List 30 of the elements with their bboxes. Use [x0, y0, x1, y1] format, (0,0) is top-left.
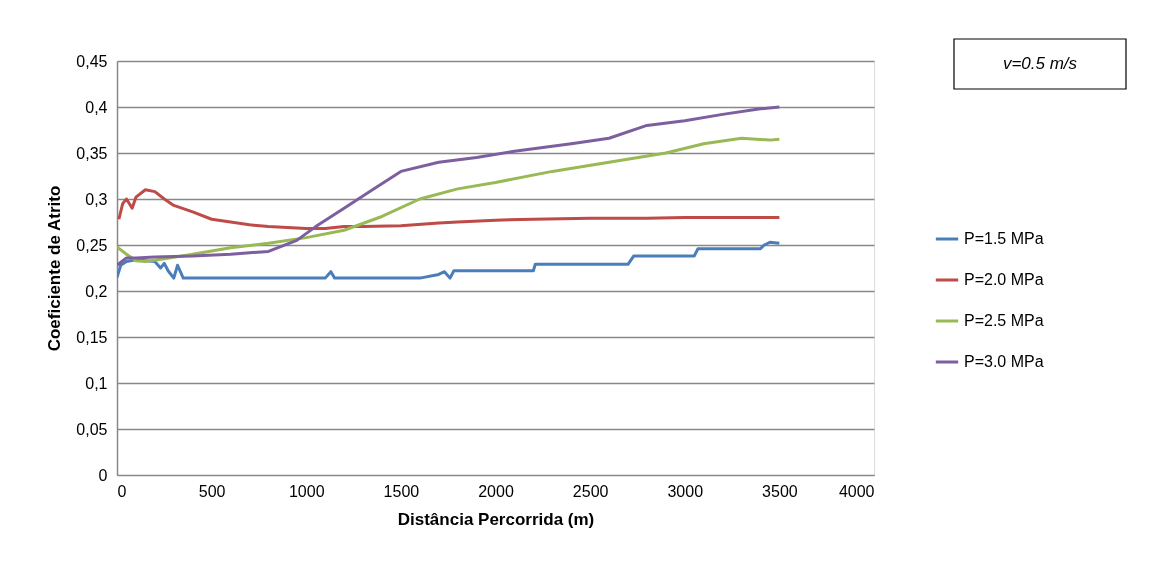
- line-series: [117, 105, 781, 267]
- x-tick-label: 3000: [667, 482, 704, 500]
- y-tick-label: 0,05: [76, 420, 108, 438]
- legend-label: P=3.0 MPa: [964, 353, 1044, 370]
- y-tick-label: 0,3: [85, 190, 108, 208]
- y-tick-label: 0: [98, 466, 108, 484]
- x-tick-label: 4000: [838, 482, 875, 500]
- x-tick-label: 2500: [572, 482, 609, 500]
- y-axis-title: Coeficiente de Atrito: [45, 185, 65, 352]
- y-tick-label: 0,45: [76, 52, 108, 70]
- x-tick-label: 1000: [288, 482, 325, 500]
- x-axis-title: Distância Percorrida (m): [397, 509, 595, 529]
- y-tick-label: 0,1: [85, 374, 108, 392]
- x-tick-label: 3500: [762, 482, 798, 500]
- y-tick-label: 0,25: [76, 236, 108, 254]
- x-tick-label: 1500: [383, 482, 420, 500]
- text: v=0.5 m/s: [1002, 54, 1078, 73]
- legend-label: P=2.0 MPa: [964, 271, 1044, 288]
- y-tick-label: 0,2: [85, 282, 108, 300]
- y-tick-label: 0,15: [76, 328, 108, 346]
- line-series: [117, 136, 781, 264]
- legend-label: P=2.5 MPa: [964, 312, 1044, 329]
- x-tick-label: 0: [117, 482, 127, 500]
- y-tick-label: 0,4: [85, 98, 108, 116]
- x-tick-label: 500: [198, 482, 226, 500]
- line-series: [117, 240, 781, 280]
- legend-label: P=1.5 MPa: [964, 230, 1044, 247]
- line-series: [117, 188, 781, 230]
- x-tick-label: 2000: [478, 482, 514, 500]
- y-tick-label: 0,35: [76, 144, 108, 162]
